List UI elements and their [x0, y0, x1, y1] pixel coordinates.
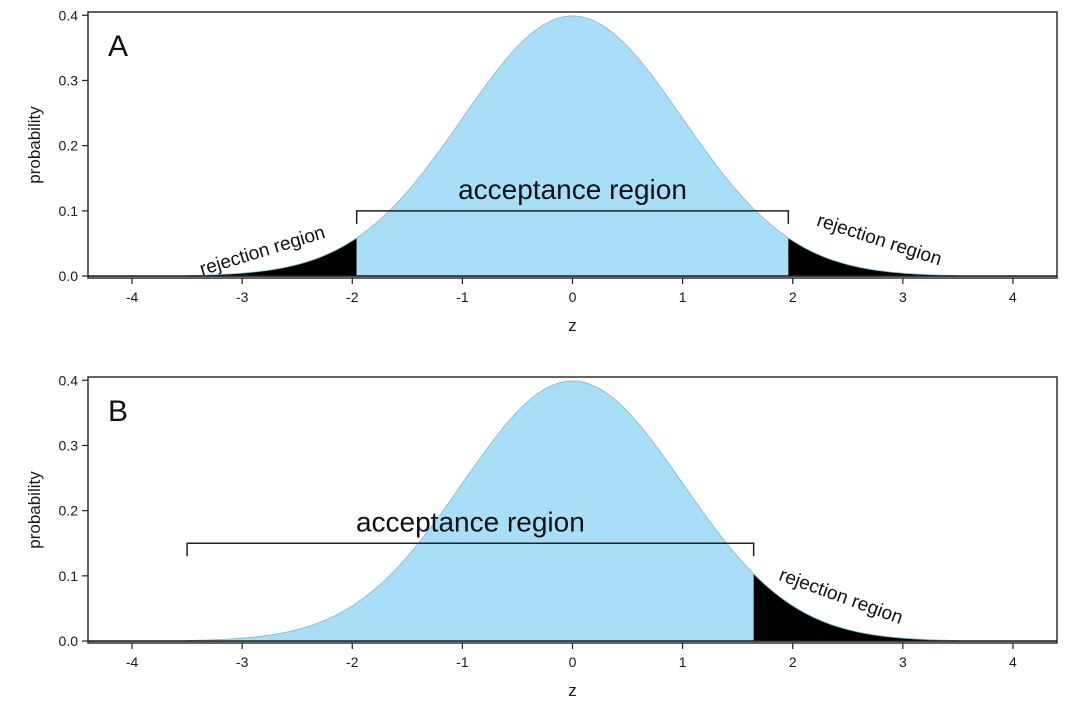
chart-b-y-tick-label: 0.3 — [59, 437, 79, 453]
chart-b-x-tick-label: 1 — [679, 654, 687, 670]
chart-a-x-tick-label: 1 — [679, 289, 687, 305]
chart-b-x-tick-label: -3 — [236, 654, 249, 670]
chart-b-x-tick-label: 4 — [1009, 654, 1017, 670]
chart-a-panel-letter: A — [108, 30, 128, 63]
chart-a-x-tick-label: 0 — [569, 289, 577, 305]
chart-a-panel: -4 -3 -2 -1 0 1 2 3 4 0.0 0.1 0.2 0.3 0.4 z probability… — [25, 7, 1058, 335]
chart-a-x-tick-label: -4 — [126, 289, 139, 305]
chart-a-acceptance-bracket — [355, 210, 790, 224]
chart-a-x-axis-title: z — [568, 316, 577, 335]
chart-a-density-curve — [187, 15, 958, 276]
chart-b-acceptance-bracket — [186, 542, 755, 557]
chart-a-x-tick-label: -1 — [456, 289, 469, 305]
chart-a-y-tick-label: 0.3 — [59, 72, 79, 88]
chart-b-rejection-area-1 — [753, 573, 958, 642]
chart-b-x-tick-label: 3 — [899, 654, 907, 670]
chart-a-y-tick-label: 0.4 — [59, 7, 79, 23]
chart-a-rejection-area-0 — [187, 237, 357, 277]
chart-b-y-tick-label: 0.0 — [59, 633, 79, 649]
chart-a-x-tick-label: 4 — [1009, 289, 1017, 305]
chart-b-acceptance-area-0 — [187, 380, 754, 642]
chart-b-density-curve — [187, 380, 958, 641]
chart-a-y-tick-label: 0.0 — [59, 268, 79, 284]
chart-a-y-tick-label: 0.2 — [59, 138, 79, 154]
chart-a-rejection-area-2 — [788, 237, 958, 277]
chart-a-y-tick-label: 0.1 — [59, 203, 79, 219]
chart-a-y-axis-title: probability — [25, 106, 44, 184]
chart-a-acceptance-area-1 — [356, 15, 789, 277]
chart-a-x-tick-label: 2 — [789, 289, 797, 305]
chart-b-x-axis-title: z — [568, 681, 577, 700]
chart-b-y-tick-label: 0.2 — [59, 503, 79, 519]
chart-b-x-tick-label: 0 — [569, 654, 577, 670]
chart-b-acceptance-label: acceptance region — [356, 506, 585, 537]
chart-a-acceptance-label: acceptance region — [458, 174, 687, 205]
chart-a-x-tick-label: -2 — [346, 289, 359, 305]
chart-b-x-tick-label: -4 — [126, 654, 139, 670]
chart-a-x-tick-label: 3 — [899, 289, 907, 305]
chart-b-x-tick-label: -1 — [456, 654, 469, 670]
chart-b-panel-letter: B — [108, 395, 128, 428]
chart-b-y-tick-label: 0.1 — [59, 568, 79, 584]
chart-b-y-tick-label: 0.4 — [59, 372, 79, 388]
chart-b-x-tick-label: -2 — [346, 654, 359, 670]
chart-b-y-axis-title: probability — [25, 471, 44, 549]
chart-a-x-tick-label: -3 — [236, 289, 249, 305]
chart-b-panel: -4 -3 -2 -1 0 1 2 3 4 0.0 0.1 0.2 0.3 0.4 z probability… — [25, 372, 1058, 700]
chart-b-x-tick-label: 2 — [789, 654, 797, 670]
